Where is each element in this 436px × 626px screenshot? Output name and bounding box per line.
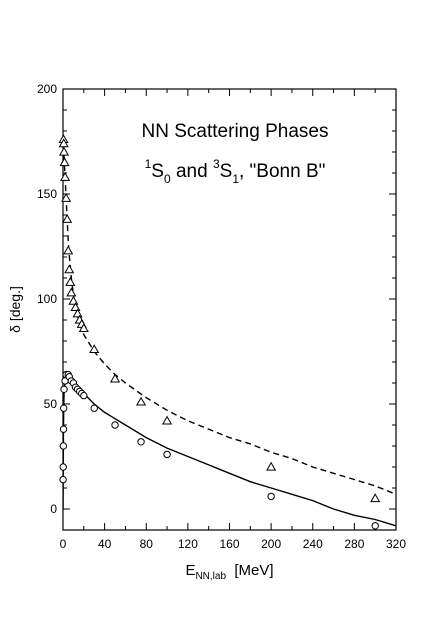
circle-marker (59, 425, 68, 433)
triangle-marker (66, 287, 77, 297)
x-tick-label: 0 (60, 537, 67, 551)
x-tick-label: 120 (178, 537, 198, 551)
triangle-marker (61, 192, 72, 202)
x-tick-label: 160 (219, 537, 239, 551)
x-tick-label: 200 (261, 537, 281, 551)
solid-curve (63, 376, 396, 527)
triangle-marker (65, 276, 76, 286)
x-tick-label: 80 (140, 537, 154, 551)
circle-marker (371, 522, 379, 530)
circle-marker (60, 385, 68, 393)
axis-labels: 0 40 80 120 160 200 240 280 320 0 50 100 150 200 ENN,l… (7, 82, 406, 582)
circle-marker (59, 442, 68, 450)
triangle-marker (89, 344, 100, 354)
y-tick-label: 100 (37, 292, 57, 306)
triangle-marker (58, 146, 70, 156)
triangle-marker (63, 245, 74, 255)
circle-marker (137, 438, 145, 446)
x-tick-label: 280 (344, 537, 364, 551)
circle-marker (60, 404, 68, 412)
triangle-marker (266, 461, 277, 471)
triangle-marker (58, 138, 69, 148)
triangle-marker (135, 396, 147, 406)
triangle-marker (59, 157, 70, 167)
data-markers (58, 134, 381, 530)
triangle-marker (370, 493, 381, 503)
y-tick-label: 150 (37, 187, 57, 201)
circle-marker (59, 463, 67, 471)
triangle-marker (60, 171, 71, 181)
x-tick-label: 240 (303, 537, 323, 551)
circle-marker (90, 404, 98, 412)
circle-marker (80, 391, 88, 400)
x-tick-label: 320 (386, 537, 406, 551)
y-tick-label: 50 (44, 397, 58, 411)
y-axis-title: δ [deg.] (7, 286, 23, 333)
triangle-marker (109, 373, 121, 383)
x-axis-title: ENN,lab [MeV] (185, 562, 273, 582)
triangle-marker (68, 295, 79, 305)
triangle-marker (62, 213, 73, 223)
circle-marker (267, 492, 275, 501)
title-line1: NN Scattering Phases (142, 121, 329, 142)
triangle-marker (64, 264, 75, 274)
dashed-curve (63, 135, 396, 495)
triangle-marker (78, 323, 89, 333)
circle-marker (59, 475, 67, 484)
circle-marker (111, 421, 119, 429)
axis-ticks (62, 88, 397, 531)
y-tick-label: 0 (50, 502, 57, 516)
title-line2: 1S0 and 3S1, "Bonn B" (145, 157, 326, 186)
model-curves (63, 135, 396, 527)
circle-marker (163, 450, 171, 459)
plot-frame (62, 88, 397, 531)
y-tick-label: 200 (37, 82, 57, 96)
x-tick-label: 40 (98, 537, 112, 551)
chart-title: NN Scattering Phases 1S0 and 3S1, "Bonn B… (142, 121, 329, 186)
triangle-marker (162, 415, 173, 425)
